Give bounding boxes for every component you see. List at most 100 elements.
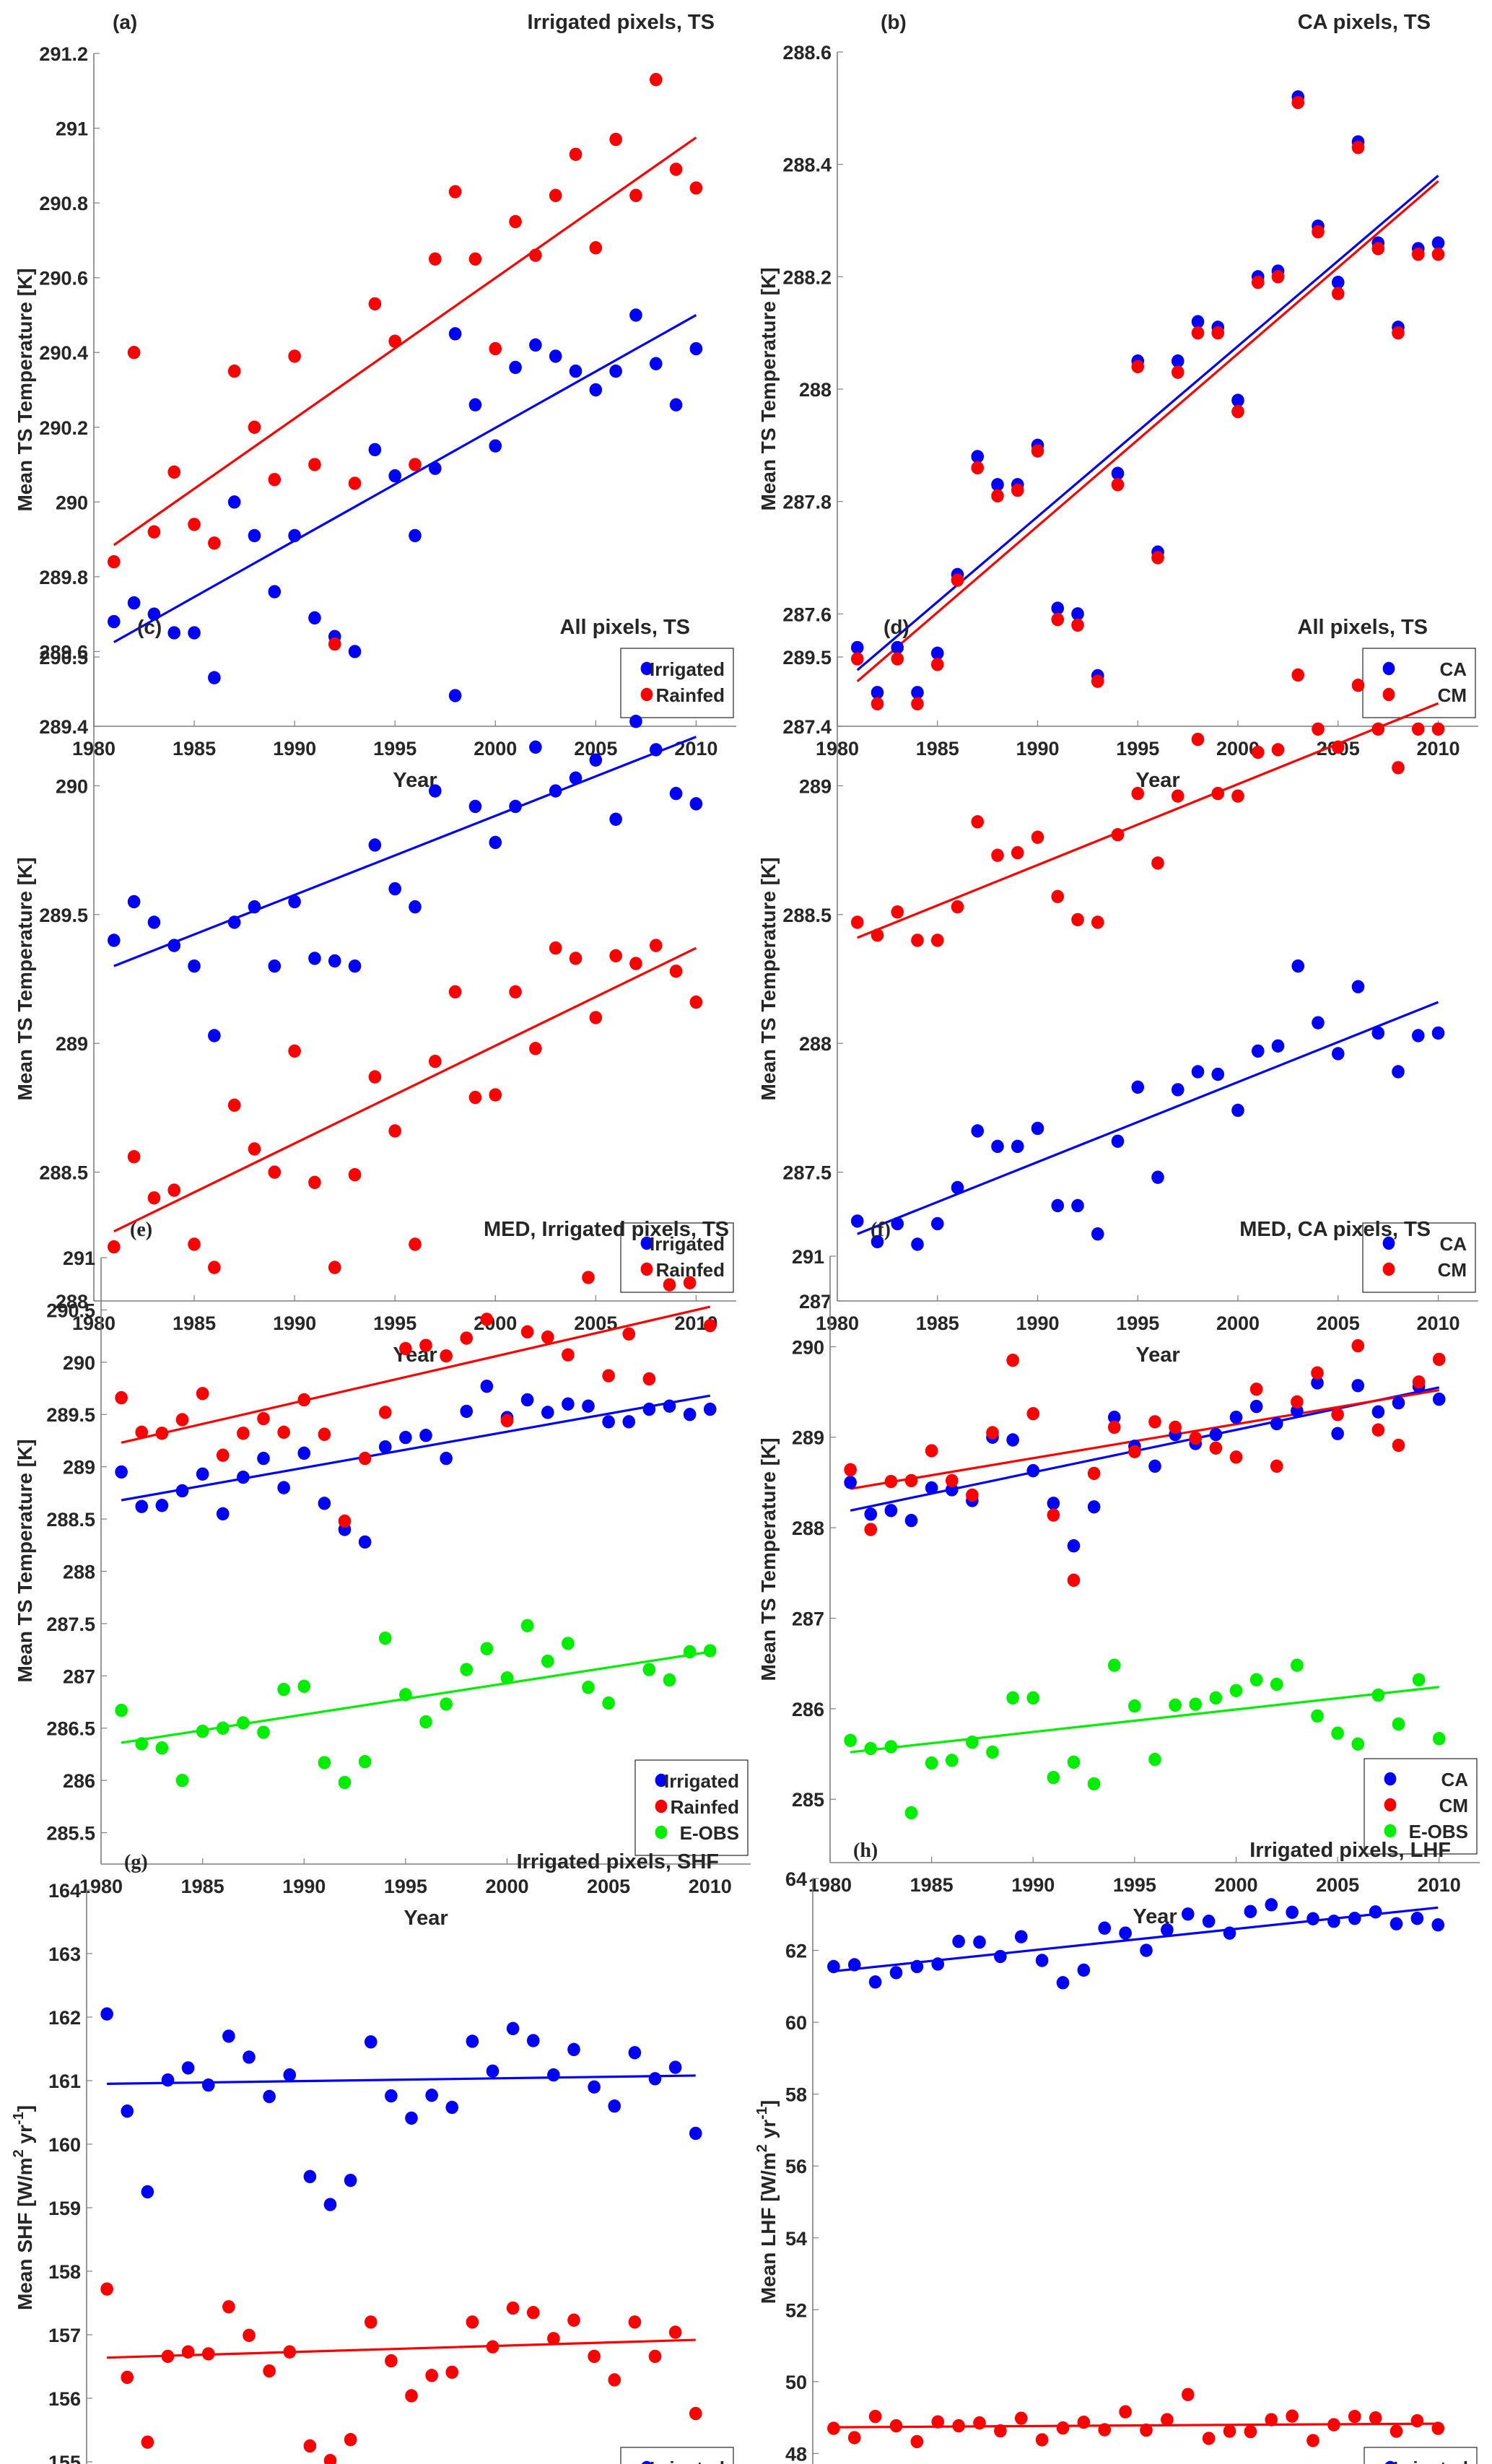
data-point-e-obs-1987: [966, 1736, 979, 1749]
data-point-rainfed-1993: [348, 476, 362, 490]
panel-h: 4648505254565860626419801985199019952000…: [754, 1839, 1478, 2464]
data-point-rainfed-1995: [399, 1341, 412, 1356]
data-point-rainfed-1986: [201, 2347, 215, 2361]
data-point-ca-2009: [1411, 1029, 1425, 1042]
data-point-e-obs-1999: [480, 1642, 494, 1655]
data-point-rainfed-2002: [526, 2306, 540, 2320]
x-tick-label: 1990: [282, 1876, 326, 1897]
data-point-irrigated-1997: [429, 461, 442, 475]
y-tick-label: 288.6: [782, 42, 832, 64]
y-tick-label: 286: [63, 1770, 95, 1792]
data-point-cm-1982: [871, 928, 884, 942]
data-point-irrigated-2005: [1327, 1915, 1340, 1928]
data-point-rainfed-2003: [1286, 2409, 1299, 2423]
x-tick-label: 1985: [181, 1876, 224, 1897]
data-point-rainfed-2007: [1369, 2411, 1382, 2425]
data-point-cm-1995: [1128, 1445, 1141, 1459]
legend-box: [1364, 2447, 1478, 2464]
x-tick-label: 2010: [1418, 1874, 1461, 1896]
x-tick-label: 2000: [485, 1876, 528, 1897]
data-point-irrigated-1999: [466, 2034, 479, 2048]
data-point-cm-1985: [925, 1444, 938, 1458]
data-point-rainfed-1996: [419, 1338, 432, 1352]
data-point-e-obs-1984: [904, 1806, 918, 1820]
y-tick-label: 289: [792, 1427, 824, 1449]
data-point-cm-1993: [1091, 915, 1104, 929]
legend-marker-irrigated: [640, 1236, 653, 1250]
data-point-e-obs-2000: [500, 1671, 514, 1685]
data-point-rainfed-2001: [509, 985, 522, 999]
data-point-cm-2004: [1312, 225, 1325, 239]
x-tick-label: 1980: [72, 1312, 115, 1334]
data-point-e-obs-1990: [1026, 1691, 1040, 1705]
legend-box: [620, 1222, 734, 1293]
data-point-irrigated-1997: [429, 784, 442, 798]
data-point-irrigated-1984: [175, 1484, 189, 1498]
data-point-cm-1987: [971, 461, 985, 475]
trend-line-rainfed: [833, 2422, 1439, 2429]
data-point-rainfed-2009: [669, 162, 683, 176]
data-point-rainfed-1997: [440, 1349, 453, 1363]
data-point-irrigated-1996: [405, 2111, 418, 2125]
legend-label-ca: CA: [1439, 658, 1467, 680]
data-point-rainfed-1983: [147, 525, 161, 539]
trend-line-cm: [856, 180, 1439, 682]
data-point-e-obs-1992: [338, 1775, 352, 1790]
data-point-cm-1991: [1051, 889, 1065, 904]
y-tick-label: 288: [792, 1518, 824, 1539]
data-point-irrigated-1996: [409, 528, 422, 543]
data-point-cm-2000: [1229, 1450, 1243, 1464]
data-point-rainfed-2000: [489, 1088, 502, 1102]
trend-line-irrigated: [121, 1394, 711, 1502]
y-tick-label: 290.5: [46, 1300, 95, 1321]
data-point-e-obs-1992: [1067, 1755, 1081, 1769]
data-point-irrigated-1983: [155, 1499, 169, 1512]
y-tick-label: 288.5: [782, 905, 832, 926]
trend-line-e-obs: [850, 1686, 1439, 1754]
data-point-cm-1987: [971, 815, 985, 829]
x-tick-label: 1990: [1011, 1874, 1055, 1896]
data-point-ca-1985: [930, 646, 944, 661]
data-point-irrigated-1988: [248, 900, 261, 914]
data-point-rainfed-1983: [147, 1191, 161, 1205]
data-point-rainfed-2005: [589, 241, 603, 255]
data-point-irrigated-2007: [642, 1402, 656, 1416]
data-point-ca-2010: [1432, 1392, 1446, 1406]
data-point-cm-1995: [1131, 786, 1145, 801]
data-point-irrigated-1983: [147, 915, 161, 929]
data-point-ca-2000: [1229, 1410, 1243, 1424]
data-point-irrigated-1997: [1161, 1923, 1174, 1937]
data-point-ca-1998: [1191, 315, 1205, 328]
data-point-rainfed-1985: [196, 1387, 209, 1401]
data-point-ca-2001: [1249, 1399, 1263, 1414]
data-point-irrigated-1987: [237, 1470, 250, 1484]
data-point-irrigated-1994: [368, 443, 382, 457]
data-point-cm-2002: [1271, 270, 1285, 284]
x-axis-label: Year: [1135, 1344, 1179, 1367]
data-point-rainfed-1993: [1077, 2415, 1091, 2429]
legend-box: [1364, 1758, 1478, 1855]
data-point-irrigated-1981: [115, 1465, 128, 1479]
data-point-e-obs-2001: [1249, 1673, 1263, 1686]
legend-marker-rainfed: [640, 1262, 653, 1276]
data-point-irrigated-1991: [1035, 1954, 1049, 1967]
y-axis-label-part: -1: [11, 2112, 27, 2125]
data-point-ca-2002: [1270, 1416, 1283, 1431]
data-point-cm-1992: [1071, 618, 1084, 632]
data-point-rainfed-2008: [649, 939, 663, 952]
legend-label-cm: CM: [1438, 684, 1467, 706]
data-point-irrigated-1988: [257, 1451, 270, 1466]
x-tick-label: 2005: [587, 1876, 630, 1897]
data-point-rainfed-2007: [629, 188, 642, 202]
data-point-cm-1997: [1171, 789, 1185, 803]
data-point-irrigated-2001: [520, 1393, 534, 1407]
y-tick-label: 290: [63, 1352, 95, 1374]
data-point-ca-1991: [1047, 1497, 1060, 1510]
data-point-ca-1986: [951, 1180, 964, 1195]
data-point-irrigated-1986: [201, 2078, 215, 2092]
data-point-e-obs-1996: [1148, 1752, 1161, 1767]
data-point-irrigated-2006: [609, 364, 622, 378]
y-tick-label: 290.6: [39, 268, 88, 290]
data-point-cm-1997: [1171, 365, 1185, 379]
legend-label-rainfed: Rainfed: [671, 1796, 739, 1818]
